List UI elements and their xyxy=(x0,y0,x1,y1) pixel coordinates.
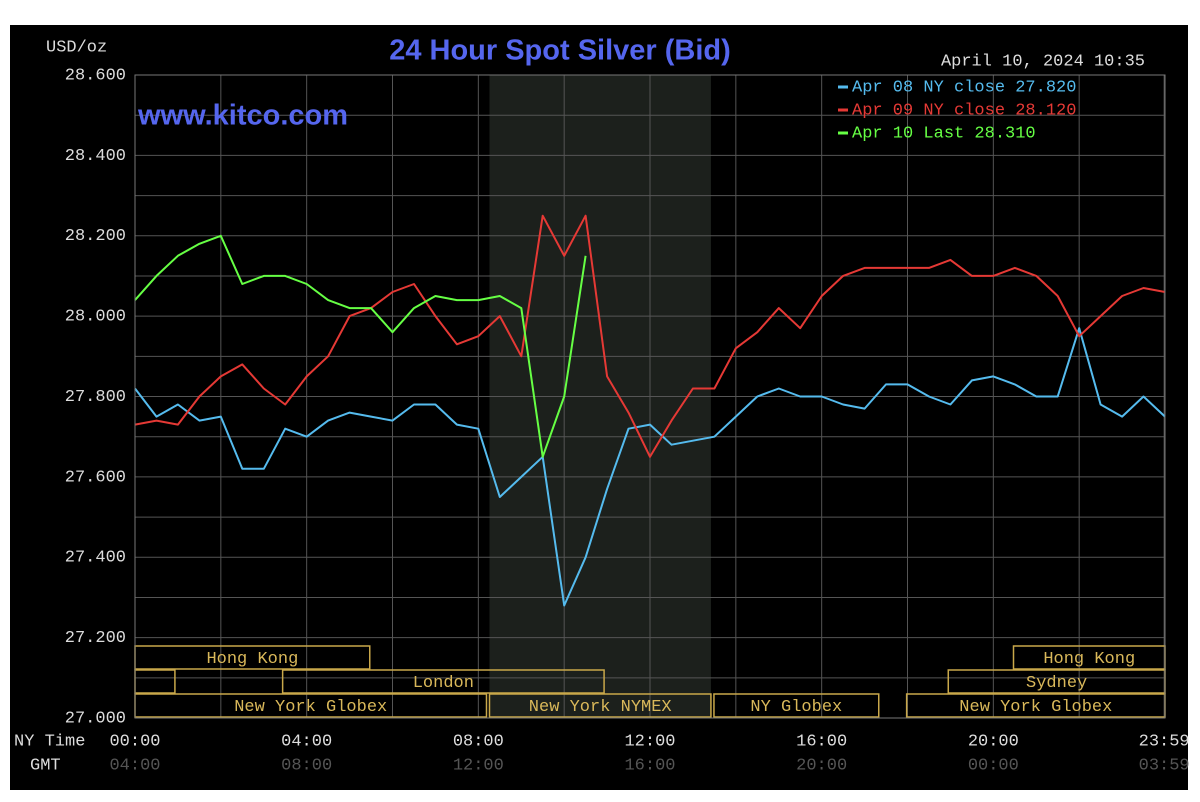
session-box xyxy=(488,693,712,718)
x-tick-label: 04:00 xyxy=(281,732,332,751)
x-tick-label: 16:00 xyxy=(796,732,847,751)
series-line xyxy=(134,214,1166,458)
session-label: New York Globex xyxy=(959,698,1112,717)
gmt-tick-label: 20:00 xyxy=(796,756,847,775)
y-tick-label: 28.400 xyxy=(65,147,126,166)
x-tick-label: 08:00 xyxy=(453,732,504,751)
session-label: London xyxy=(413,674,474,693)
x-tick-label: 00:00 xyxy=(109,732,160,751)
legend-label: Apr 08 NY close 27.820 xyxy=(852,78,1076,97)
y-tick-label: 27.800 xyxy=(65,388,126,407)
gmt-tick-label: 04:00 xyxy=(109,756,160,775)
series-line xyxy=(134,234,587,458)
y-tick-label: 28.600 xyxy=(65,66,126,85)
watermark: www.kitco.com xyxy=(137,100,348,132)
y-tick-label: 27.200 xyxy=(65,629,126,648)
x-tick-label: 23:59 xyxy=(1139,732,1190,751)
y-tick-label: 27.600 xyxy=(65,468,126,487)
x-row-label: NY Time xyxy=(14,732,85,751)
y-tick-label: 27.400 xyxy=(65,549,126,568)
session-box xyxy=(281,669,605,694)
legend-label: Apr 09 NY close 28.120 xyxy=(852,101,1076,120)
session-label: New York Globex xyxy=(234,698,387,717)
gmt-tick-label: 12:00 xyxy=(453,756,504,775)
session-label: NY Globex xyxy=(750,698,842,717)
y-tick-label: 28.000 xyxy=(65,308,126,327)
x-tick-label: 20:00 xyxy=(968,732,1019,751)
plot-frame xyxy=(134,74,1166,719)
session-box xyxy=(713,693,880,718)
gmt-row-label: GMT xyxy=(30,756,61,775)
y-tick-label: 28.200 xyxy=(65,227,126,246)
session-label: Hong Kong xyxy=(206,650,298,669)
legend-label: Apr 10 Last 28.310 xyxy=(852,124,1036,143)
chart-title: 24 Hour Spot Silver (Bid) xyxy=(389,35,731,67)
x-tick-label: 12:00 xyxy=(624,732,675,751)
session-label: Sydney xyxy=(1026,674,1087,693)
gmt-tick-label: 03:59 xyxy=(1139,756,1190,775)
gmt-tick-label: 16:00 xyxy=(624,756,675,775)
plot: Hong Kong Hong Kong London Sydney New York G… xyxy=(134,74,1166,719)
timestamp: April 10, 2024 10:35 xyxy=(941,52,1145,71)
series-line xyxy=(134,327,1166,607)
gmt-tick-label: 08:00 xyxy=(281,756,332,775)
y-unit: USD/oz xyxy=(46,38,107,57)
y-tick-label: 27.000 xyxy=(65,709,126,728)
session-label: Hong Kong xyxy=(1043,650,1135,669)
gmt-tick-label: 00:00 xyxy=(968,756,1019,775)
session-label: New York NYMEX xyxy=(529,698,672,717)
